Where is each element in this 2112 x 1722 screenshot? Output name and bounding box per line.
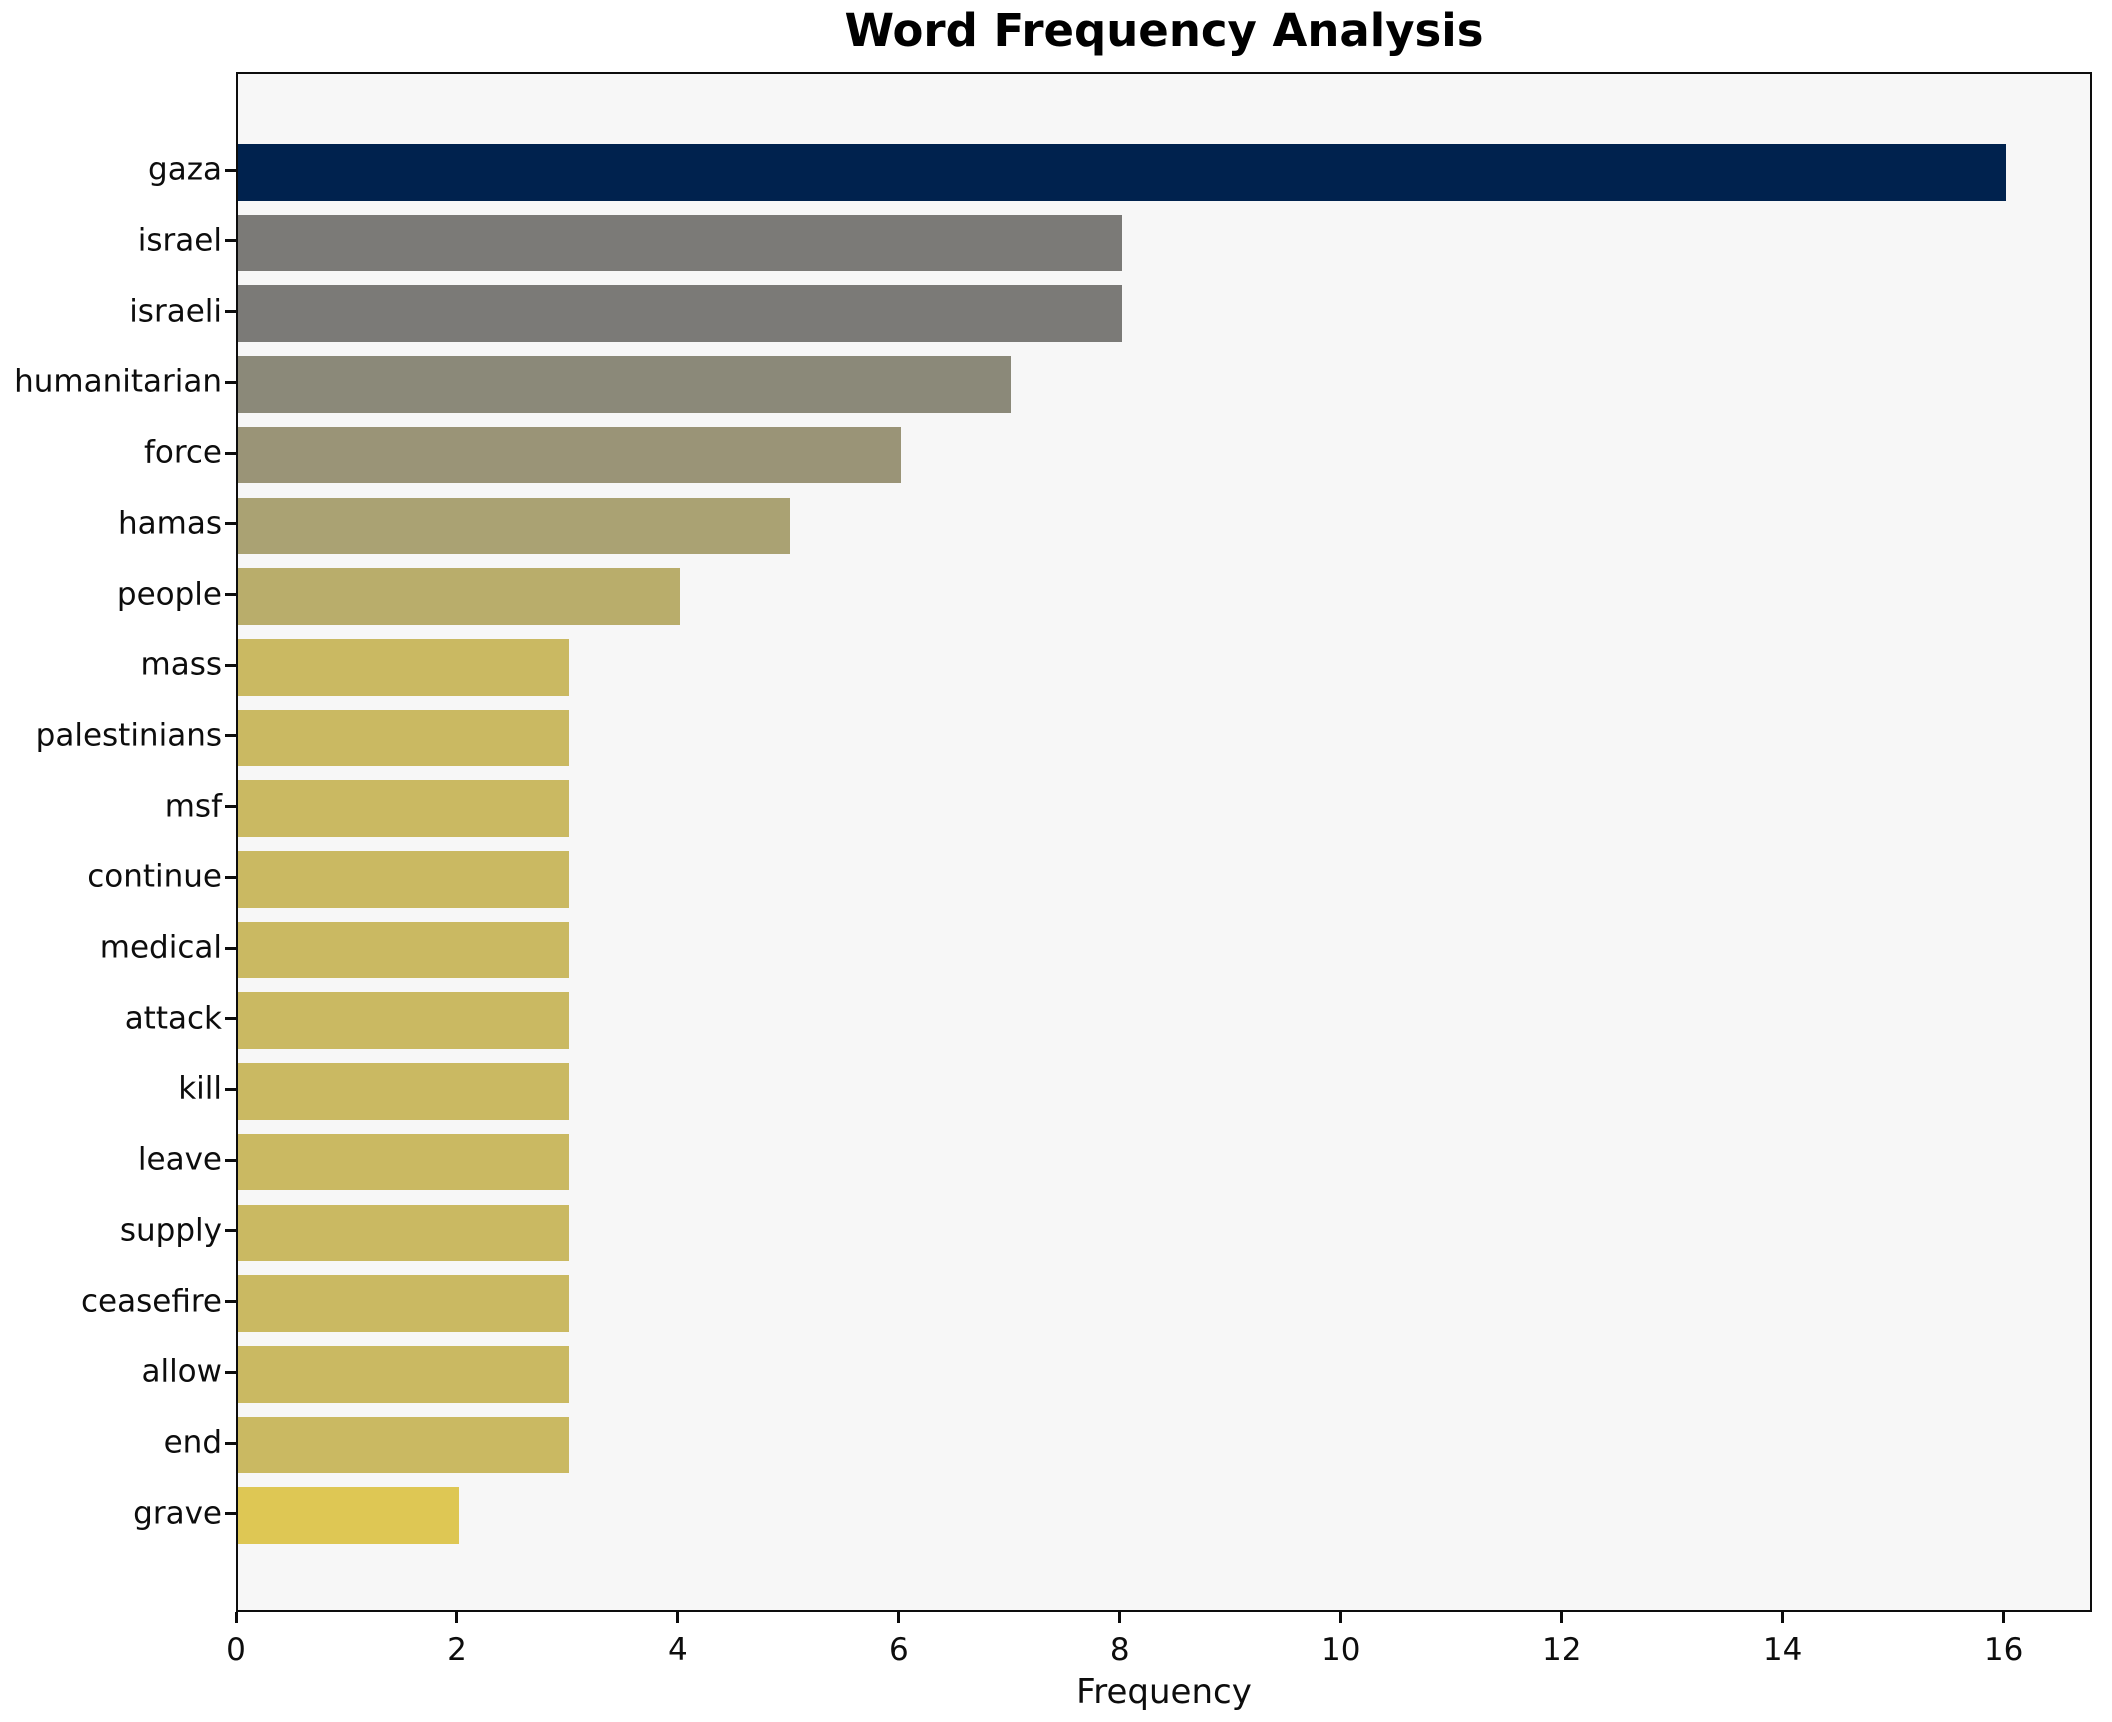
bar-mass [238, 638, 570, 696]
y-tick-mark [225, 239, 236, 243]
y-tick-mark [225, 310, 236, 314]
bar-humanitarian [238, 356, 1012, 413]
bar-allow [238, 1346, 570, 1403]
y-tick-label: hamas [118, 505, 222, 542]
y-tick-label: medical [99, 929, 222, 966]
y-tick-label: humanitarian [14, 363, 222, 400]
y-tick-mark [225, 522, 236, 526]
x-tick-label: 4 [668, 1632, 688, 1668]
x-tick-mark [455, 1612, 459, 1623]
y-tick-mark [225, 1229, 236, 1233]
chart-title: Word Frequency Analysis [844, 4, 1484, 57]
bar-israeli [238, 285, 1122, 342]
x-tick-label: 0 [226, 1632, 246, 1668]
y-tick-mark [225, 168, 236, 172]
x-tick-mark [1781, 1612, 1785, 1623]
bar-medical [238, 921, 570, 979]
x-tick-label: 12 [1541, 1632, 1582, 1668]
plot-area [236, 72, 2092, 1612]
y-tick-mark [225, 451, 236, 455]
y-tick-label: israel [137, 222, 222, 259]
x-tick-label: 16 [1983, 1632, 2024, 1668]
bar-leave [238, 1133, 570, 1191]
y-tick-mark [225, 1087, 236, 1091]
y-tick-mark [225, 1512, 236, 1516]
bar-people [238, 568, 680, 625]
bar-supply [238, 1204, 570, 1262]
bar-attack [238, 992, 570, 1050]
bar-hamas [238, 497, 791, 555]
y-tick-mark [225, 805, 236, 809]
y-tick-label: gaza [148, 151, 222, 188]
x-axis-title: Frequency [1076, 1672, 1252, 1712]
y-tick-mark [225, 1158, 236, 1162]
y-tick-mark [225, 734, 236, 738]
x-tick-label: 14 [1762, 1632, 1803, 1668]
x-tick-label: 2 [447, 1632, 467, 1668]
bar-israel [238, 214, 1122, 272]
y-tick-mark [225, 1017, 236, 1021]
x-tick-mark [676, 1612, 680, 1623]
x-tick-mark [1339, 1612, 1343, 1623]
y-tick-label: allow [141, 1353, 222, 1390]
y-tick-mark [225, 1370, 236, 1374]
bar-palestinians [238, 709, 570, 767]
y-tick-label: ceasefire [81, 1283, 222, 1320]
y-tick-mark [225, 875, 236, 879]
bar-force [238, 426, 901, 484]
bar-end [238, 1416, 570, 1474]
x-tick-mark [234, 1612, 238, 1623]
bar-msf [238, 780, 570, 837]
y-tick-label: force [143, 434, 222, 471]
x-tick-mark [1560, 1612, 1564, 1623]
y-tick-label: supply [119, 1212, 222, 1249]
y-tick-mark [225, 1300, 236, 1304]
bar-continue [238, 851, 570, 908]
y-tick-label: continue [87, 858, 222, 895]
bar-gaza [238, 144, 2006, 201]
y-tick-mark [225, 663, 236, 667]
x-tick-label: 8 [1109, 1632, 1130, 1668]
y-tick-label: msf [164, 788, 222, 825]
y-tick-mark [225, 593, 236, 597]
y-tick-label: mass [140, 646, 223, 683]
y-tick-label: leave [137, 1141, 222, 1178]
y-tick-label: attack [124, 1000, 222, 1037]
y-tick-mark [225, 380, 236, 384]
x-tick-mark [897, 1612, 901, 1623]
y-tick-label: palestinians [35, 717, 222, 754]
y-tick-label: kill [178, 1070, 222, 1107]
bar-ceasefire [238, 1275, 570, 1332]
y-tick-mark [225, 1441, 236, 1445]
y-tick-mark [225, 946, 236, 950]
y-tick-label: israeli [129, 293, 222, 330]
x-tick-mark [1118, 1612, 1122, 1623]
bar-grave [238, 1487, 459, 1544]
x-tick-mark [2002, 1612, 2006, 1623]
y-tick-label: end [163, 1424, 222, 1461]
y-tick-label: people [116, 576, 222, 613]
bar-kill [238, 1063, 570, 1120]
y-tick-label: grave [133, 1495, 222, 1532]
x-tick-label: 6 [888, 1632, 909, 1668]
x-tick-label: 10 [1321, 1632, 1361, 1668]
